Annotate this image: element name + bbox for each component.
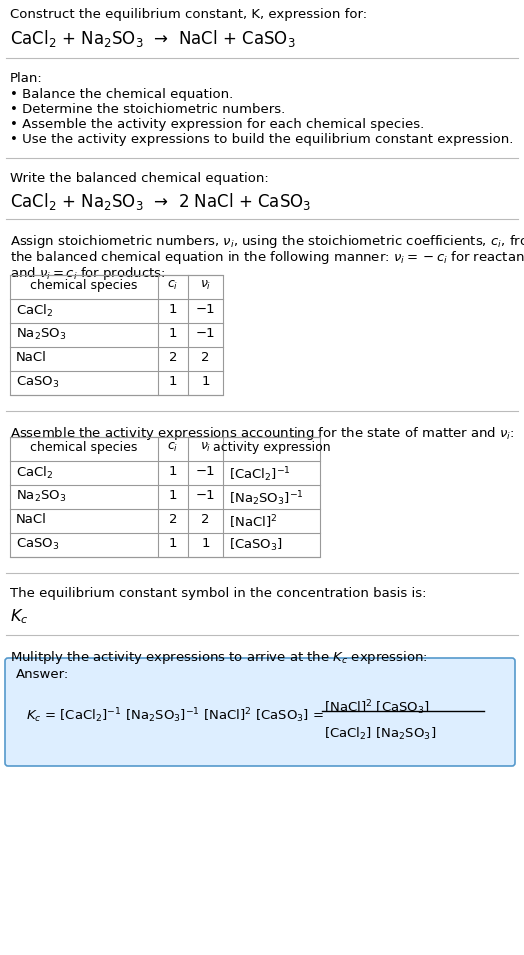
Text: CaSO$_3$: CaSO$_3$ — [16, 537, 59, 552]
Text: −1: −1 — [195, 489, 215, 502]
Text: CaCl$_2$ + Na$_2$SO$_3$  →  NaCl + CaSO$_3$: CaCl$_2$ + Na$_2$SO$_3$ → NaCl + CaSO$_3… — [10, 28, 296, 49]
Text: 1: 1 — [169, 375, 177, 388]
Text: −1: −1 — [195, 303, 215, 316]
Text: CaCl$_2$: CaCl$_2$ — [16, 303, 53, 319]
Text: 1: 1 — [169, 303, 177, 316]
Text: Construct the equilibrium constant, K, expression for:: Construct the equilibrium constant, K, e… — [10, 8, 367, 21]
Bar — [10, 275, 223, 395]
Text: 2: 2 — [169, 351, 177, 364]
Text: Mulitply the activity expressions to arrive at the $K_c$ expression:: Mulitply the activity expressions to arr… — [10, 649, 428, 666]
Text: CaCl$_2$ + Na$_2$SO$_3$  →  2 NaCl + CaSO$_3$: CaCl$_2$ + Na$_2$SO$_3$ → 2 NaCl + CaSO$… — [10, 191, 311, 212]
Text: the balanced chemical equation in the following manner: $\nu_i = -c_i$ for react: the balanced chemical equation in the fo… — [10, 249, 524, 266]
Text: Na$_2$SO$_3$: Na$_2$SO$_3$ — [16, 327, 67, 342]
Bar — [10, 437, 320, 557]
Text: [NaCl]$^2$ [CaSO$_3$]: [NaCl]$^2$ [CaSO$_3$] — [324, 698, 430, 716]
Text: Assign stoichiometric numbers, $\nu_i$, using the stoichiometric coefficients, $: Assign stoichiometric numbers, $\nu_i$, … — [10, 233, 524, 250]
Text: and $\nu_i = c_i$ for products:: and $\nu_i = c_i$ for products: — [10, 265, 166, 282]
Text: The equilibrium constant symbol in the concentration basis is:: The equilibrium constant symbol in the c… — [10, 587, 427, 600]
Text: CaSO$_3$: CaSO$_3$ — [16, 375, 59, 390]
Text: −1: −1 — [195, 327, 215, 340]
Text: [Na$_2$SO$_3$]$^{-1}$: [Na$_2$SO$_3$]$^{-1}$ — [229, 489, 304, 508]
Text: chemical species: chemical species — [30, 441, 138, 454]
Text: [NaCl]$^2$: [NaCl]$^2$ — [229, 513, 277, 531]
Text: Na$_2$SO$_3$: Na$_2$SO$_3$ — [16, 489, 67, 504]
Text: Assemble the activity expressions accounting for the state of matter and $\nu_i$: Assemble the activity expressions accoun… — [10, 425, 515, 442]
Text: 2: 2 — [201, 351, 210, 364]
Text: • Use the activity expressions to build the equilibrium constant expression.: • Use the activity expressions to build … — [10, 133, 514, 146]
Text: • Determine the stoichiometric numbers.: • Determine the stoichiometric numbers. — [10, 103, 285, 116]
Text: $\nu_i$: $\nu_i$ — [200, 279, 211, 292]
Text: Answer:: Answer: — [16, 668, 69, 681]
Text: NaCl: NaCl — [16, 351, 47, 364]
FancyBboxPatch shape — [5, 658, 515, 766]
Text: activity expression: activity expression — [213, 441, 330, 454]
Text: Plan:: Plan: — [10, 72, 43, 85]
Text: 1: 1 — [169, 537, 177, 550]
Text: Write the balanced chemical equation:: Write the balanced chemical equation: — [10, 172, 269, 185]
Text: 1: 1 — [201, 375, 210, 388]
Text: 1: 1 — [169, 327, 177, 340]
Text: • Assemble the activity expression for each chemical species.: • Assemble the activity expression for e… — [10, 118, 424, 131]
Text: $c_i$: $c_i$ — [167, 279, 179, 292]
Text: 1: 1 — [201, 537, 210, 550]
Text: $K_c$: $K_c$ — [10, 607, 28, 626]
Text: $K_c$ = [CaCl$_2$]$^{-1}$ [Na$_2$SO$_3$]$^{-1}$ [NaCl]$^2$ [CaSO$_3$] =: $K_c$ = [CaCl$_2$]$^{-1}$ [Na$_2$SO$_3$]… — [26, 706, 324, 725]
Text: chemical species: chemical species — [30, 279, 138, 292]
Text: −1: −1 — [195, 465, 215, 478]
Text: 2: 2 — [169, 513, 177, 526]
Text: 2: 2 — [201, 513, 210, 526]
Text: 1: 1 — [169, 465, 177, 478]
Text: $\nu_i$: $\nu_i$ — [200, 441, 211, 454]
Text: CaCl$_2$: CaCl$_2$ — [16, 465, 53, 481]
Text: • Balance the chemical equation.: • Balance the chemical equation. — [10, 88, 233, 101]
Text: [CaSO$_3$]: [CaSO$_3$] — [229, 537, 283, 553]
Text: $c_i$: $c_i$ — [167, 441, 179, 454]
Text: [CaCl$_2$]$^{-1}$: [CaCl$_2$]$^{-1}$ — [229, 465, 291, 483]
Text: NaCl: NaCl — [16, 513, 47, 526]
Text: 1: 1 — [169, 489, 177, 502]
Text: [CaCl$_2$] [Na$_2$SO$_3$]: [CaCl$_2$] [Na$_2$SO$_3$] — [324, 726, 436, 742]
